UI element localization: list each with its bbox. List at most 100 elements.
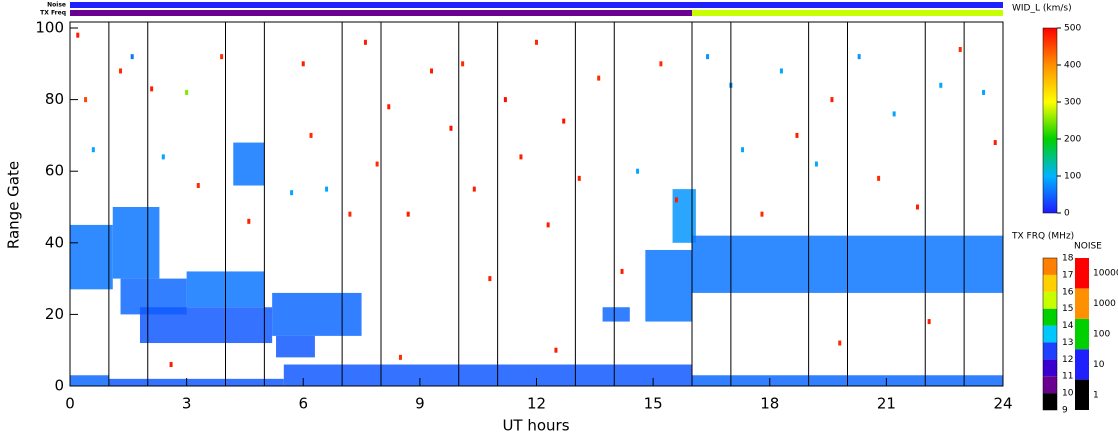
- noise-tick-label: 100: [1093, 330, 1110, 340]
- y-tick-label: 100: [35, 19, 64, 37]
- echo-point: [958, 46, 962, 52]
- freq-tick-label: 14: [1062, 321, 1074, 331]
- freq-tick-label: 10: [1062, 389, 1074, 399]
- tx-freq-strip: [692, 10, 1003, 16]
- echo-point: [857, 54, 861, 60]
- echo-region: [233, 142, 265, 186]
- echo-region: [70, 375, 109, 386]
- freq-band: [1043, 376, 1057, 394]
- echo-point: [503, 97, 507, 103]
- freq-tick-label: 11: [1062, 372, 1073, 382]
- echo-point: [430, 68, 434, 74]
- echo-point: [488, 276, 492, 282]
- width-tick-label: 200: [1064, 135, 1081, 145]
- noise-tick-label: 10: [1093, 360, 1105, 370]
- echo-point: [169, 362, 173, 368]
- x-tick-label: 9: [415, 395, 425, 413]
- echo-point: [814, 161, 818, 167]
- echo-point: [84, 97, 88, 103]
- y-tick-label: 0: [54, 377, 64, 395]
- echo-point: [939, 82, 943, 88]
- x-tick-label: 3: [182, 395, 192, 413]
- noise-tick-label: 10000: [1093, 269, 1118, 279]
- echo-point: [150, 86, 154, 92]
- noise-strip-label: Noise: [47, 2, 66, 9]
- echo-point: [830, 97, 834, 103]
- echo-point: [741, 147, 745, 153]
- echo-point: [838, 340, 842, 346]
- echo-point: [185, 89, 189, 95]
- freq-band: [1043, 291, 1057, 309]
- echo-point: [892, 111, 896, 117]
- echo-point: [247, 218, 251, 224]
- echo-point: [196, 183, 200, 189]
- freq-tick-label: 13: [1062, 338, 1073, 348]
- freq-scale-title: TX FRQ (MHz): [1011, 232, 1074, 242]
- tx-freq-strip: [70, 10, 692, 16]
- freq-tick-label: 12: [1062, 355, 1073, 365]
- freq-band: [1043, 342, 1057, 360]
- width-tick-label: 400: [1064, 61, 1081, 71]
- x-tick-label: 24: [993, 395, 1012, 413]
- freq-tick-label: 9: [1062, 406, 1068, 416]
- echo-point: [519, 154, 523, 160]
- y-tick-label: 60: [45, 162, 64, 180]
- echo-point: [982, 89, 986, 95]
- echo-point: [119, 68, 123, 74]
- echo-point: [301, 61, 305, 67]
- echo-point: [554, 347, 558, 353]
- freq-band: [1043, 274, 1057, 292]
- noise-strip: [70, 2, 1003, 8]
- noise-band: [1075, 379, 1089, 410]
- x-tick-label: 12: [527, 395, 546, 413]
- echo-point: [795, 132, 799, 138]
- echo-point: [915, 204, 919, 210]
- x-tick-label: 6: [298, 395, 308, 413]
- freq-tick-label: 18: [1062, 254, 1074, 264]
- freq-frame: [1042, 257, 1058, 411]
- noise-band: [1075, 349, 1089, 380]
- echo-point: [706, 54, 710, 60]
- width-tick-label: 500: [1064, 24, 1081, 34]
- x-tick-label: 0: [65, 395, 75, 413]
- freq-band: [1043, 393, 1057, 410]
- noise-tick-label: 1000: [1093, 299, 1116, 309]
- y-tick-label: 20: [45, 305, 64, 323]
- echo-point: [161, 154, 165, 160]
- freq-band: [1043, 325, 1057, 343]
- echo-point: [877, 175, 881, 181]
- echo-point: [325, 186, 329, 192]
- freq-band: [1043, 308, 1057, 326]
- width-tick-label: 100: [1064, 172, 1081, 182]
- echo-point: [387, 104, 391, 110]
- echo-region: [108, 378, 284, 386]
- echo-region: [672, 189, 696, 243]
- echo-point: [406, 211, 410, 217]
- echo-region: [645, 249, 692, 322]
- echo-region: [602, 307, 630, 322]
- echo-point: [130, 54, 134, 60]
- echo-point: [674, 197, 678, 203]
- freq-tick-label: 17: [1062, 270, 1073, 280]
- echo-region: [112, 207, 160, 279]
- echo-region: [139, 307, 273, 344]
- y-tick-label: 40: [45, 233, 64, 251]
- x-tick-label: 21: [877, 395, 896, 413]
- width-tick-label: 300: [1064, 98, 1081, 108]
- width-tick-label: 0: [1064, 209, 1070, 219]
- x-axis-title: UT hours: [502, 417, 569, 435]
- echo-point: [535, 39, 538, 45]
- echo-point: [577, 175, 581, 181]
- echo-point: [309, 132, 313, 138]
- echo-region: [283, 364, 692, 386]
- tx-freq-strip-label: TX Freq: [40, 10, 66, 17]
- noise-band: [1075, 288, 1089, 319]
- echo-point: [348, 211, 352, 217]
- echo-point: [290, 190, 294, 196]
- echo-point: [779, 68, 783, 74]
- freq-band: [1043, 258, 1057, 275]
- noise-scale-title: NOISE: [1074, 242, 1102, 252]
- echo-point: [472, 186, 476, 192]
- echo-point: [375, 161, 379, 167]
